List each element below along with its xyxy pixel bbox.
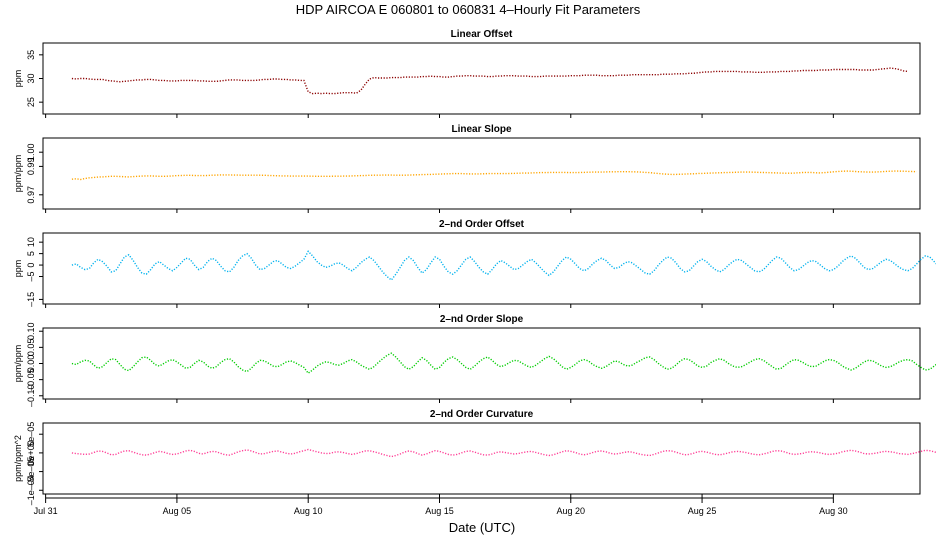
panel-frame [42, 232, 921, 305]
y-axis-label: ppm/ppm^2 [13, 435, 23, 482]
y-tick-label: 0.00 [26, 355, 36, 373]
series-line [71, 67, 908, 95]
series-line [71, 352, 936, 375]
x-tick-label: Aug 05 [163, 506, 192, 516]
y-tick-label: –5e–05 [26, 457, 36, 487]
x-axis: Jul 31 Aug 05 Aug 10 Aug 15 Aug 20 Aug 25 Aug … [34, 497, 848, 516]
panel-4: 2–nd Order Slope ppm/ppm0.100.050.00–0.05… [13, 314, 936, 407]
y-axis-label: ppm/ppm [13, 155, 23, 193]
figure-title: HDP AIRCOA E 060801 to 060831 4–Hourly F… [296, 2, 641, 17]
y-tick-label: –5 [26, 272, 36, 282]
series-line [71, 250, 936, 281]
panel-frame [42, 422, 921, 495]
panel-title: 2–nd Order Slope [440, 314, 524, 325]
x-tick-label: Aug 15 [425, 506, 454, 516]
y-tick-label: 10 [26, 237, 36, 247]
panel-5: 2–nd Order Curvatureppm/ppm^25e–050e+00–… [13, 409, 936, 505]
y-tick-label: 35 [26, 50, 36, 60]
panel-3: 2–nd Order Offset ppm 10 5 0 –5 –15 [13, 219, 936, 308]
y-tick-label: –0.05 [26, 368, 36, 391]
y-tick-label: 0.97 [26, 186, 36, 204]
y-axis-label: ppm [13, 70, 23, 88]
x-tick-label: Jul 31 [34, 506, 58, 516]
x-axis-label: Date (UTC) [449, 520, 515, 535]
panel-frame [42, 137, 921, 210]
y-tick-label: 0.99 [26, 158, 36, 176]
panel-title: 2–nd Order Offset [439, 219, 525, 230]
panel-frame [42, 42, 921, 115]
x-tick-label: Aug 25 [688, 506, 717, 516]
y-tick-label: –0.10 [26, 385, 36, 408]
y-tick-label: 0.10 [26, 322, 36, 340]
y-tick-label: 0 [26, 263, 36, 268]
y-tick-label: 0.05 [26, 339, 36, 357]
panel-title: Linear Offset [451, 29, 513, 40]
y-tick-label: 30 [26, 73, 36, 83]
y-axis-label: ppm [13, 260, 23, 278]
x-tick-label: Aug 30 [819, 506, 848, 516]
y-tick-label: –15 [26, 292, 36, 307]
y-tick-label: 5 [26, 251, 36, 256]
y-tick-label: 5e–05 [26, 422, 36, 447]
y-axis-label: ppm/ppm [13, 345, 23, 383]
series-line [71, 170, 917, 181]
y-tick-label: 25 [26, 97, 36, 107]
y-tick-label: 1.00 [26, 143, 36, 161]
x-tick-label: Aug 10 [294, 506, 323, 516]
x-tick-label: Aug 20 [557, 506, 586, 516]
series-line [71, 448, 936, 458]
y-tick-label: –1e–04 [26, 475, 36, 505]
y-tick-label: 0e+00 [26, 440, 36, 465]
panel-title: Linear Slope [451, 124, 511, 135]
panel-title: 2–nd Order Curvature [430, 409, 534, 420]
